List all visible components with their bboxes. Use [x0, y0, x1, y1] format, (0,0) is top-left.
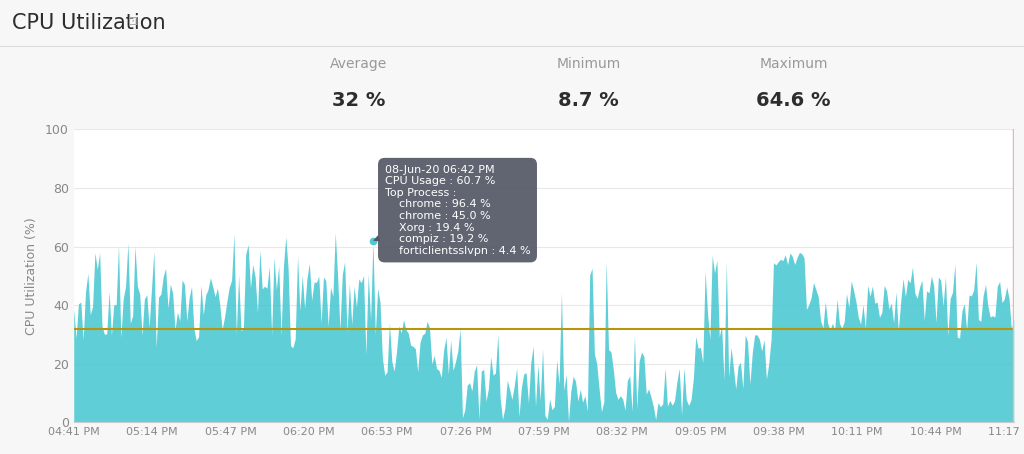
Text: 64.6 %: 64.6 % [757, 91, 830, 110]
Text: Maximum: Maximum [760, 57, 827, 71]
Text: ⊡: ⊡ [128, 15, 138, 28]
Text: 08-Jun-20 06:42 PM
CPU Usage : 60.7 %
Top Process :
    chrome : 96.4 %
    chro: 08-Jun-20 06:42 PM CPU Usage : 60.7 % To… [373, 164, 530, 256]
Text: 32 %: 32 % [332, 91, 385, 110]
Y-axis label: CPU Utilization (%): CPU Utilization (%) [25, 217, 38, 335]
Text: CPU Utilization: CPU Utilization [12, 13, 166, 33]
Text: 8.7 %: 8.7 % [558, 91, 620, 110]
Text: Average: Average [330, 57, 387, 71]
Text: Minimum: Minimum [557, 57, 621, 71]
